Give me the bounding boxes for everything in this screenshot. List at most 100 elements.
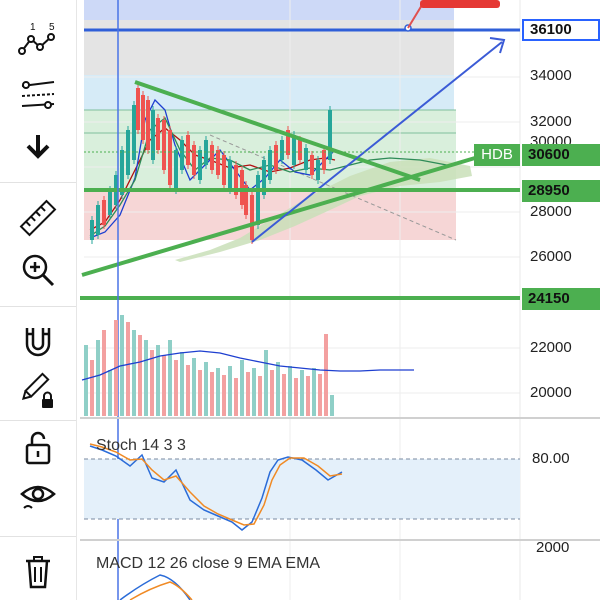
alert-marker[interactable] (420, 0, 500, 8)
volume-bar (324, 334, 328, 416)
unlock-icon[interactable] (0, 426, 76, 470)
trend-line-icon[interactable] (0, 72, 76, 116)
volume-bar (174, 360, 178, 416)
volume-bar (252, 368, 256, 416)
volume-bar (108, 370, 112, 416)
candle-body (286, 130, 290, 155)
candle-body (174, 150, 178, 190)
volume-bar (246, 372, 250, 416)
volume-bar (180, 352, 184, 416)
downtrend-line (134, 80, 421, 182)
volume-bar (288, 366, 292, 416)
volume-bar (198, 370, 202, 416)
ruler-icon[interactable] (0, 196, 76, 240)
candle-body (151, 110, 155, 160)
volume-bar (294, 378, 298, 416)
candle-body (322, 150, 326, 170)
volume-bar (204, 362, 208, 416)
volume-tick: 22000 (530, 339, 572, 356)
toolbar-divider (0, 182, 76, 183)
volume-bar (282, 374, 286, 416)
volume-bar (312, 368, 316, 416)
candle-body (244, 185, 248, 215)
toolbar-divider (0, 420, 76, 421)
macd-title[interactable]: MACD 12 26 close 9 EMA EMA (96, 555, 321, 572)
candle-body (168, 130, 172, 185)
candle-body (262, 160, 266, 195)
indicators-icon[interactable]: 1 5 (0, 18, 76, 60)
drawing-toolbar: 1 5 (0, 0, 77, 600)
volume-bar (240, 360, 244, 416)
level-tag-28950[interactable]: 28950 (522, 180, 600, 202)
candle-body (292, 135, 296, 165)
volume-bar (192, 358, 196, 416)
level-tag-24150[interactable]: 24150 (522, 288, 600, 310)
candle-body (204, 140, 208, 165)
candle-body (146, 100, 150, 150)
symbol-tag[interactable]: HDB (474, 144, 520, 166)
candle-body (186, 135, 190, 165)
volume-bar (330, 395, 334, 416)
volume-bar (270, 370, 274, 416)
lock-drawing-icon[interactable] (0, 370, 76, 414)
last-price-tag[interactable]: 30600 (522, 144, 600, 166)
level-tag-36100[interactable]: 36100 (522, 19, 600, 41)
price-candles (90, 84, 332, 244)
volume-bar (96, 340, 100, 416)
candle-body (180, 140, 184, 170)
candle-body (132, 105, 136, 160)
eye-icon[interactable] (0, 474, 76, 518)
volume-bar (84, 345, 88, 416)
volume-bar (186, 365, 190, 416)
volume-bar (138, 335, 142, 416)
arrow-down-icon[interactable] (0, 126, 76, 166)
candle-body (210, 145, 214, 170)
ichimoku-cloud (175, 158, 472, 262)
svg-text:1: 1 (30, 22, 36, 33)
macd-tick: 2000 (536, 539, 570, 556)
volume-bar (306, 376, 310, 416)
price-tick: 26000 (530, 248, 572, 265)
chart-area[interactable]: 34000 32000 30000 28000 26000 22000 2000… (80, 0, 600, 601)
candle-body (136, 88, 140, 130)
candle-body (328, 110, 332, 160)
svg-text:5: 5 (49, 22, 55, 33)
candle-body (222, 155, 226, 185)
trend-arrow (251, 41, 503, 243)
projection-line (209, 134, 457, 241)
volume-tick: 20000 (530, 384, 572, 401)
stoch-tick: 80.00 (532, 450, 570, 467)
toolbar-divider (0, 536, 76, 537)
candle-body (310, 155, 314, 175)
chart-canvas (80, 0, 600, 601)
price-tick: 32000 (530, 113, 572, 130)
volume-bar (264, 350, 268, 416)
candle-body (228, 160, 232, 190)
volume-bar (90, 360, 94, 416)
magnet-icon[interactable] (0, 320, 76, 364)
candle-body (96, 205, 100, 235)
candle-body (162, 120, 166, 170)
zoom-in-icon[interactable] (0, 248, 76, 292)
volume-bar (318, 374, 322, 416)
candle-body (316, 160, 320, 180)
candle-body (108, 190, 112, 215)
trash-icon[interactable] (0, 550, 76, 594)
candle-body (250, 195, 254, 240)
stoch-band (84, 459, 520, 519)
stoch-d-line (89, 443, 343, 526)
macd-signal-line (129, 581, 193, 601)
price-tick: 28000 (530, 203, 572, 220)
volume-bar (210, 372, 214, 416)
stoch-title[interactable]: Stoch 14 3 3 (96, 437, 186, 454)
range-highlight (84, 0, 454, 20)
volume-bar (276, 362, 280, 416)
candle-body (156, 118, 160, 150)
volume-bar (222, 375, 226, 416)
volume-bar (168, 340, 172, 416)
price-range-box (84, 20, 454, 75)
uptrend-line (81, 156, 476, 277)
candle-body (216, 150, 220, 175)
volume-bar (156, 345, 160, 416)
volume-bar (126, 322, 130, 416)
